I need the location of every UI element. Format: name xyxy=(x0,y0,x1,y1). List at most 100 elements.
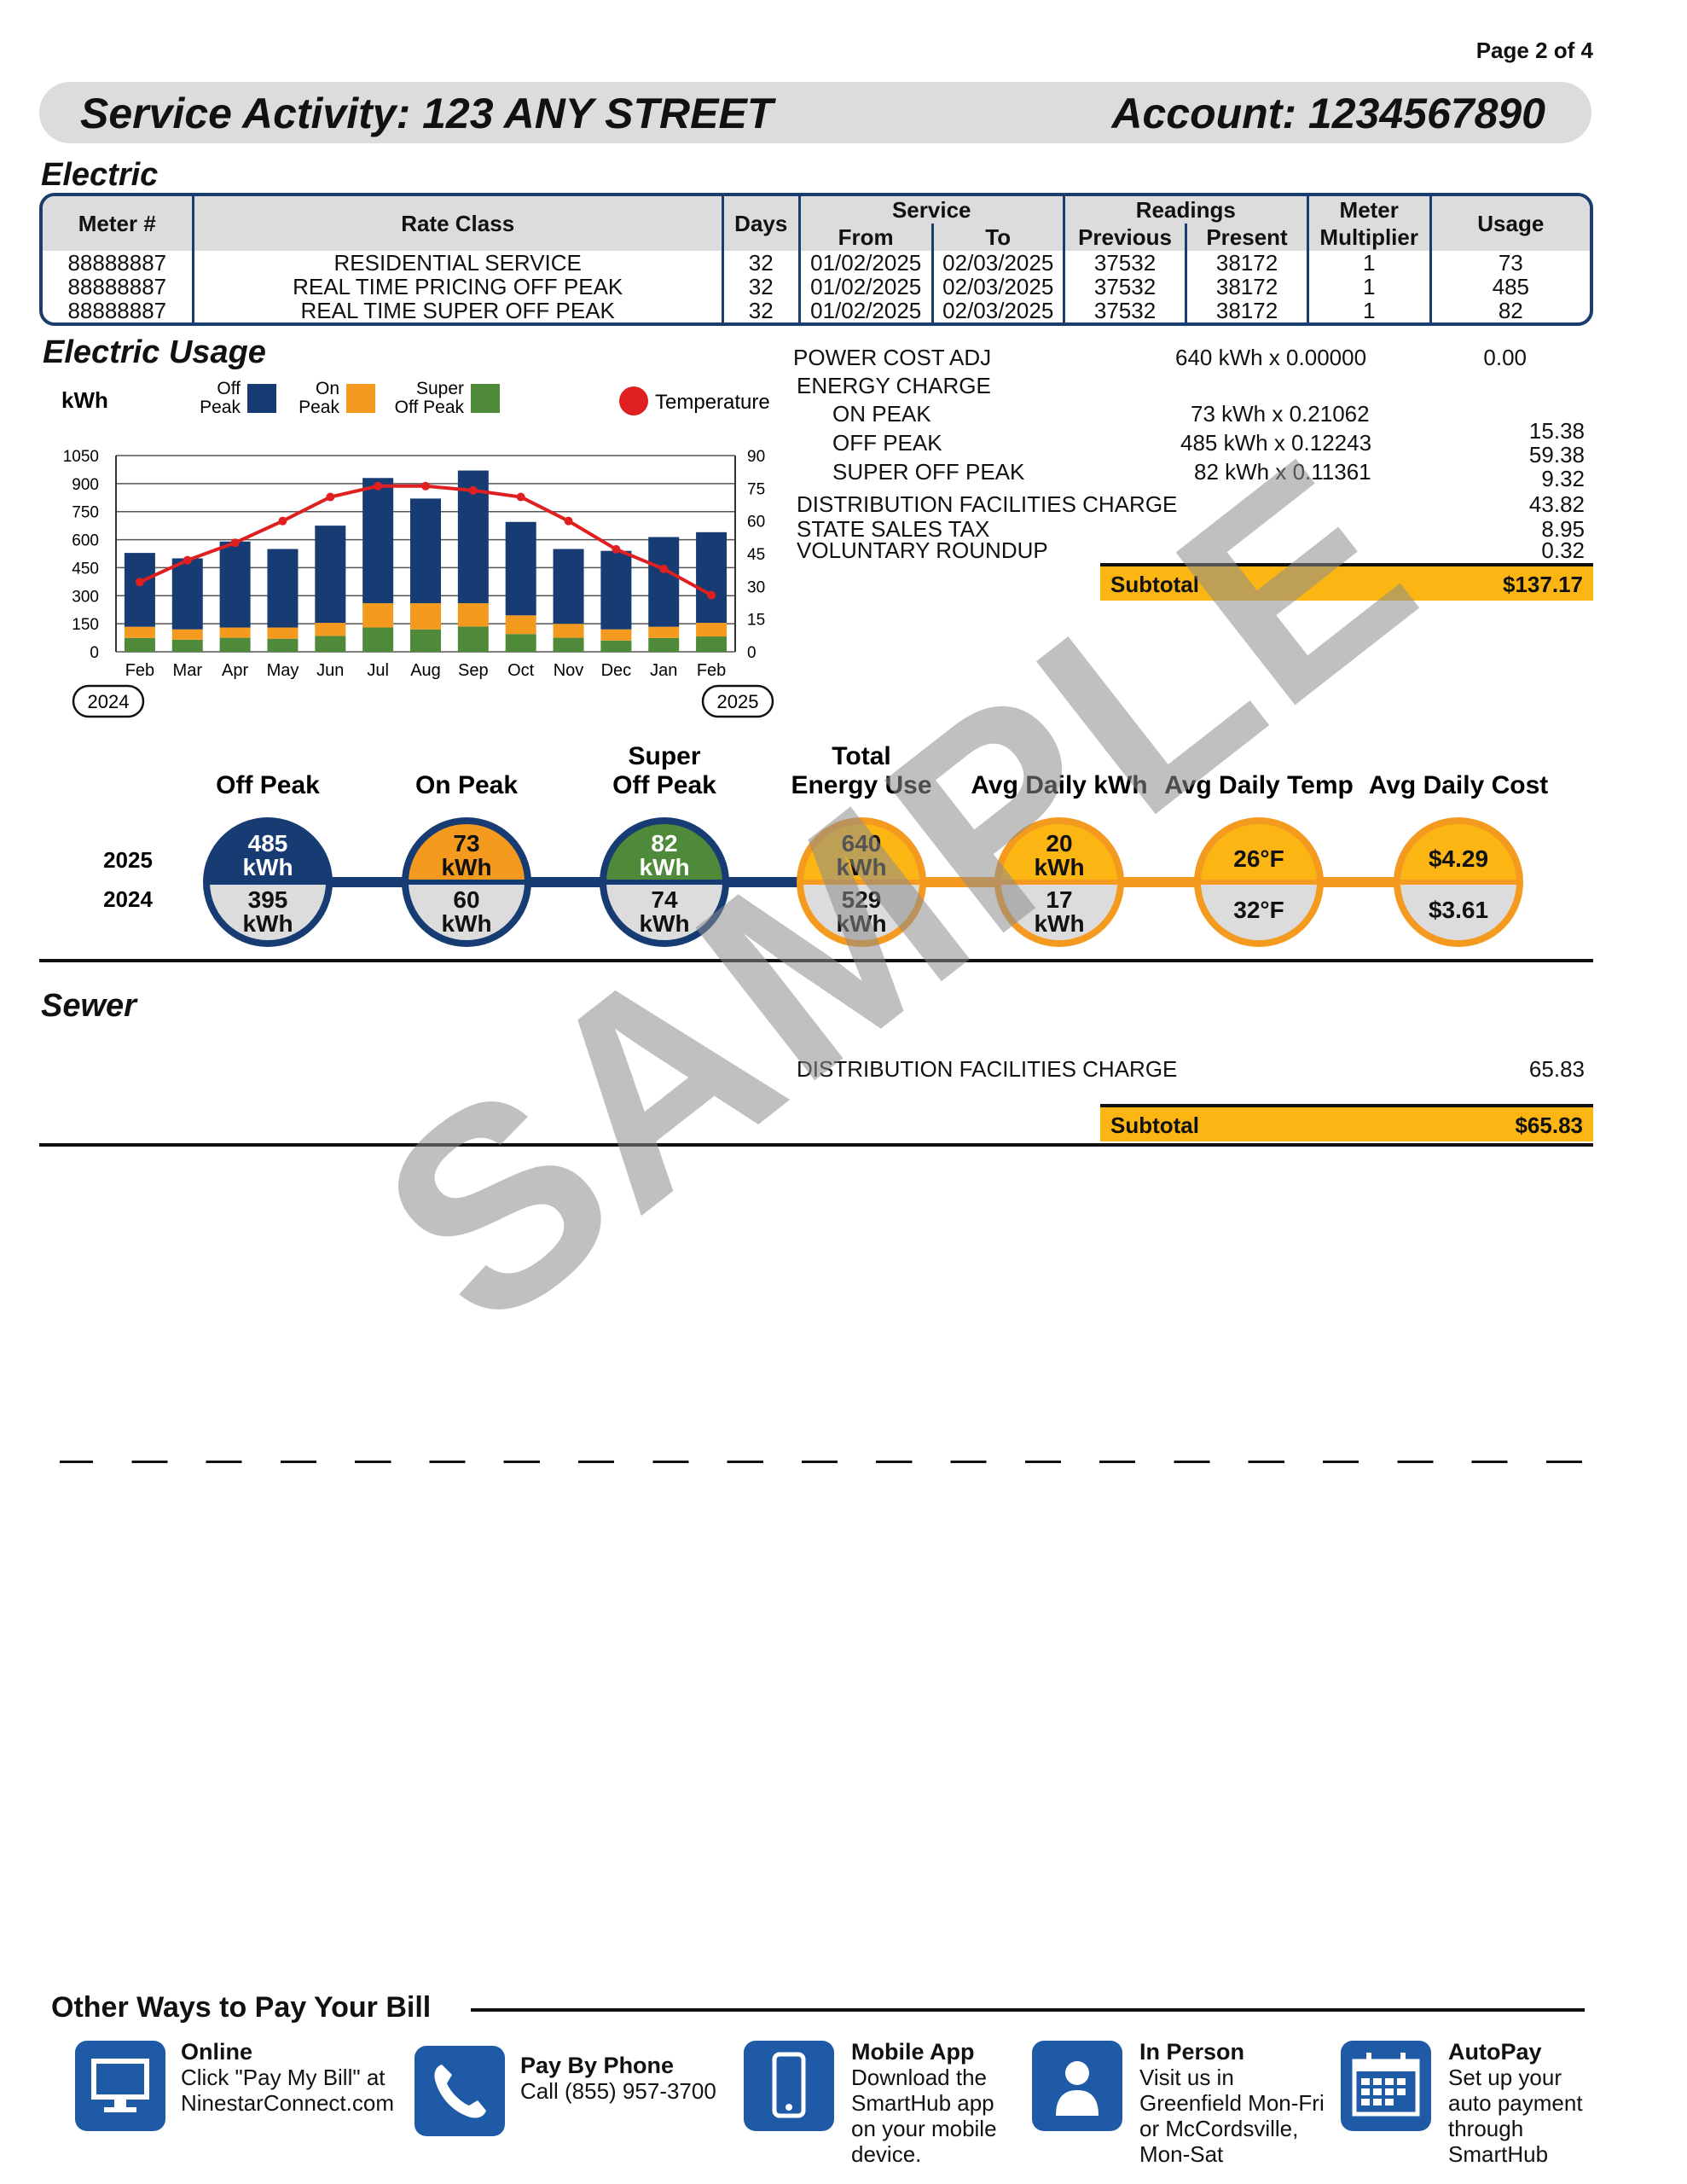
bar-off-peak xyxy=(648,537,680,627)
usage-title: Electric Usage xyxy=(43,334,266,370)
cell-days: 32 xyxy=(721,299,798,322)
cell-meter: 88888887 xyxy=(67,274,167,299)
col-service: Service xyxy=(797,196,1063,224)
col-multiplier: Multiplier xyxy=(1306,224,1429,251)
bar-off-peak xyxy=(267,549,299,628)
cell-usage: 73 xyxy=(1429,251,1590,275)
temperature-point xyxy=(707,590,716,600)
charge-detail: 82 kWh x 0.11361 xyxy=(1194,459,1371,485)
x-tick-label: Apr xyxy=(222,661,248,680)
charge-amount: 59.38 xyxy=(1528,442,1585,468)
pay-option-text: Set up your auto payment through SmartHu… xyxy=(1448,2065,1583,2167)
pay-option-title: Pay By Phone xyxy=(520,2053,675,2078)
comparison-current-unit: kWh xyxy=(639,854,689,880)
bar-super-off-peak xyxy=(648,637,680,652)
bar-on-peak xyxy=(648,626,680,638)
comparison-previous-value: 395 xyxy=(248,886,288,913)
col-previous: Previous xyxy=(1062,224,1186,251)
cell-to: 02/03/2025 xyxy=(930,299,1063,322)
phone-icon xyxy=(415,2046,505,2136)
temperature-point xyxy=(230,538,240,548)
comparison-current-unit: kWh xyxy=(836,854,886,880)
x-tick-label: Aug xyxy=(410,661,441,680)
pay-line: Greenfield Mon-Fri xyxy=(1139,2090,1325,2116)
x-tick-label: Mar xyxy=(173,661,203,680)
pay-line: auto payment xyxy=(1448,2090,1583,2116)
col-present: Present xyxy=(1185,224,1307,251)
legend-on-peak-swatch xyxy=(346,384,375,413)
service-address: Service Activity: 123 ANY STREET xyxy=(80,90,774,137)
cell-days: 32 xyxy=(721,251,798,275)
sewer-subtotal: Subtotal $65.83 xyxy=(1100,1104,1593,1141)
legend-on-peak-label: Peak xyxy=(299,398,339,417)
bar-on-peak xyxy=(457,603,489,627)
meter-table: Meter # Rate Class Days Service Readings… xyxy=(39,193,1593,326)
comparison-previous-value: 529 xyxy=(842,886,882,913)
x-tick-label: Jun xyxy=(316,661,344,680)
comparison-previous-value: 74 xyxy=(651,886,678,913)
comparison-previous-value: 60 xyxy=(453,886,479,913)
y2-tick-label: 90 xyxy=(747,448,765,466)
bar-off-peak xyxy=(410,498,441,604)
charge-label: ON PEAK xyxy=(832,401,931,427)
x-tick-label: Feb xyxy=(125,661,154,680)
calendar-icon xyxy=(1341,2041,1431,2131)
comparison-current-value: 485 xyxy=(248,830,288,857)
charge-label: OFF PEAK xyxy=(832,430,942,456)
col-from: From xyxy=(797,224,931,251)
bar-super-off-peak xyxy=(410,629,441,652)
bar-off-peak xyxy=(505,521,536,616)
pay-line: Visit us in xyxy=(1139,2065,1234,2090)
cell-rate: REAL TIME SUPER OFF PEAK xyxy=(191,299,722,322)
pay-line: through xyxy=(1448,2116,1524,2141)
cell-multiplier: 1 xyxy=(1306,275,1429,299)
charge-label: POWER COST ADJ xyxy=(793,345,992,370)
bar-super-off-peak xyxy=(219,637,251,652)
legend-temperature-swatch xyxy=(619,386,648,415)
cell-multiplier: 1 xyxy=(1306,251,1429,275)
comparison-title: Off Peak xyxy=(216,771,320,799)
charge-amount: 9.32 xyxy=(1541,466,1585,491)
cell-from: 01/02/2025 xyxy=(797,299,931,322)
temperature-point xyxy=(659,564,669,573)
pay-option-text: Click "Pay My Bill" at NinestarConnect.c… xyxy=(181,2065,394,2116)
legend-off-peak-swatch xyxy=(247,384,276,413)
charge-label: DISTRIBUTION FACILITIES CHARGE xyxy=(797,491,1178,517)
year-start-label: 2024 xyxy=(88,691,130,712)
electric-subtotal: Subtotal $137.17 xyxy=(1100,563,1593,601)
comparison-current-value: $4.29 xyxy=(1429,845,1488,872)
divider xyxy=(39,1143,1593,1147)
comparison-title: Avg Daily Cost xyxy=(1369,771,1549,799)
col-usage: Usage xyxy=(1429,196,1590,251)
mobile-icon xyxy=(744,2041,834,2131)
y-tick-label: 0 xyxy=(90,644,99,662)
bar-super-off-peak xyxy=(315,636,346,652)
temperature-point xyxy=(183,555,192,565)
table-row: 88888887 REAL TIME PRICING OFF PEAK 32 0… xyxy=(43,275,1590,299)
bar-super-off-peak xyxy=(457,626,489,652)
bar-off-peak xyxy=(219,541,251,628)
sewer-charge-label: DISTRIBUTION FACILITIES CHARGE xyxy=(797,1056,1178,1082)
comparison-previous-value: 17 xyxy=(1046,886,1072,913)
pay-line: SmartHub app xyxy=(851,2090,994,2116)
legend-on-peak-label: On xyxy=(316,379,339,398)
subtotal-label: Subtotal xyxy=(1110,1112,1199,1138)
charge-label: SUPER OFF PEAK xyxy=(832,459,1025,485)
comparison-title: Avg Daily Temp xyxy=(1164,771,1354,799)
pay-option-title: In Person xyxy=(1139,2039,1245,2065)
comparison-previous-unit: kWh xyxy=(1034,910,1084,937)
divider xyxy=(471,2008,1585,2012)
x-tick-label: Jul xyxy=(367,661,389,680)
table-row: 88888887 RESIDENTIAL SERVICE 32 01/02/20… xyxy=(43,251,1590,275)
cell-previous: 37532 xyxy=(1062,299,1185,322)
cell-previous: 37532 xyxy=(1062,251,1185,275)
comparison-current-value: 82 xyxy=(651,830,677,857)
x-tick-label: Dec xyxy=(601,661,632,680)
pay-line: Download the xyxy=(851,2065,987,2090)
temperature-point xyxy=(421,481,430,491)
temperature-point xyxy=(564,516,573,526)
charge-detail: 640 kWh x 0.00000 xyxy=(1175,345,1367,370)
